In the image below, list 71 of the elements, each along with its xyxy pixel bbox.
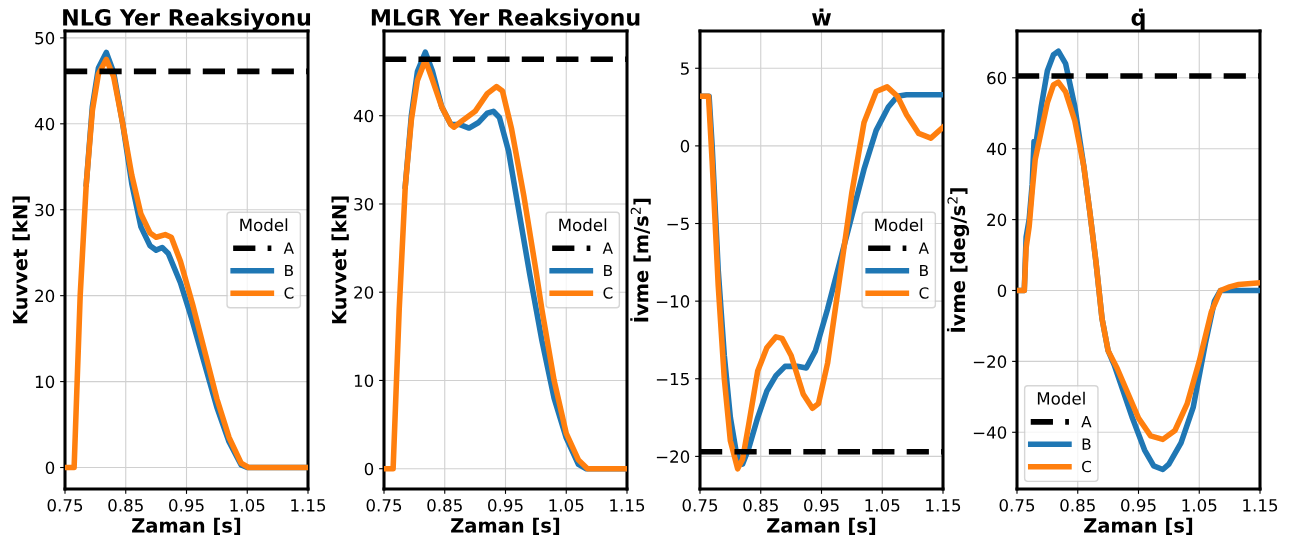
x-tick-label: 1.05: [865, 499, 900, 512]
legend-label: C: [919, 287, 929, 299]
chart-title: MLGR Yer Reaksiyonu: [371, 8, 640, 31]
legend-label: C: [603, 287, 613, 299]
y-tick-label: 50: [35, 31, 55, 45]
x-tick-label: 0.95: [804, 499, 839, 512]
y-tick-label: 40: [353, 109, 374, 123]
legend-label: B: [285, 264, 293, 277]
x-tick-label: 0.75: [999, 499, 1035, 512]
x-tick-label: 0.95: [488, 499, 523, 512]
y-tick-label: 20: [987, 213, 1007, 227]
legend-label: B: [920, 264, 928, 277]
y-axis-title: Kuvvet [kN]: [331, 196, 349, 324]
x-tick-label: 1.05: [230, 499, 265, 512]
legend-label: C: [1082, 460, 1092, 473]
x-tick-label: 1.15: [610, 499, 645, 512]
legend-title: Model: [240, 218, 288, 232]
y-axis-title: İvme [deg/s$^{2}$]: [946, 188, 970, 332]
x-tick-label: 1.15: [926, 499, 961, 512]
y-tick-label: −5: [667, 217, 689, 231]
y-tick-label: 60: [987, 71, 1007, 85]
y-tick-label: 0: [680, 139, 690, 153]
y-tick-label: 10: [35, 375, 55, 389]
y-tick-label: −10: [656, 295, 690, 308]
y-tick-label: 10: [354, 374, 374, 388]
y-tick-label: 20: [354, 286, 374, 299]
x-tick-label: 0.75: [682, 499, 718, 512]
x-axis-title: Zaman [s]: [451, 517, 560, 535]
legend-label: A: [918, 242, 929, 254]
y-tick-label: −40: [973, 426, 1007, 439]
x-axis-title: Zaman [s]: [1084, 517, 1193, 535]
chart-title: ẇ: [812, 8, 831, 26]
legend-label: A: [1081, 416, 1092, 428]
x-tick-label: 0.85: [1060, 499, 1095, 512]
legend-title: Model: [1037, 391, 1085, 405]
y-axis-title: İvme [m/s$^{2}$]: [630, 198, 651, 322]
y-tick-label: 40: [986, 142, 1007, 156]
y-tick-label: 40: [34, 117, 55, 131]
y-tick-label: 20: [35, 289, 55, 303]
y-tick-label: 0: [997, 284, 1007, 298]
y-tick-label: −20: [973, 355, 1007, 368]
y-tick-label: −20: [656, 450, 690, 463]
x-tick-label: 0.75: [47, 499, 83, 512]
y-tick-label: 0: [45, 461, 55, 475]
legend-label: B: [1082, 438, 1091, 450]
x-tick-label: 0.85: [743, 499, 778, 512]
x-tick-label: 0.95: [1121, 499, 1156, 512]
x-axis-title: Zaman [s]: [767, 517, 876, 535]
x-tick-label: 0.75: [366, 499, 402, 512]
legend-label: A: [602, 242, 613, 254]
y-tick-label: −15: [656, 372, 689, 386]
legend-title: Model: [875, 218, 923, 232]
x-tick-label: 1.05: [549, 499, 584, 512]
x-tick-label: 0.95: [169, 499, 204, 512]
y-tick-label: 0: [364, 462, 374, 476]
x-tick-label: 1.15: [1243, 499, 1278, 512]
y-tick-label: 5: [680, 62, 689, 75]
y-tick-label: 30: [35, 203, 55, 217]
x-tick-label: 1.15: [291, 499, 326, 512]
x-axis-title: Zaman [s]: [132, 517, 241, 535]
x-tick-label: 1.05: [1182, 499, 1217, 512]
y-tick-label: 30: [354, 197, 374, 211]
x-tick-label: 0.85: [427, 499, 462, 512]
x-tick-label: 0.85: [108, 499, 143, 512]
legend-label: B: [604, 264, 612, 277]
legend-label: C: [284, 287, 294, 299]
legend-title: Model: [559, 218, 607, 232]
y-axis-title: Kuvvet [kN]: [12, 196, 30, 324]
chart-title: q̇: [1131, 8, 1145, 31]
chart-title: NLG Yer Reaksiyonu: [63, 8, 311, 31]
legend-label: A: [283, 242, 294, 254]
